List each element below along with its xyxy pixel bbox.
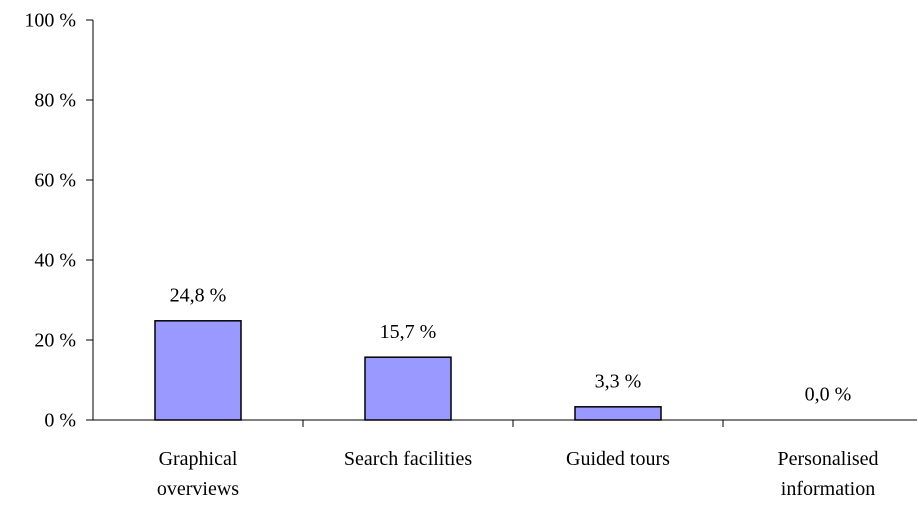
value-label: 24,8 %	[170, 284, 227, 306]
x-tick-label: Graphical overviews	[156, 448, 240, 500]
x-tick-label: Personalised information	[777, 448, 879, 500]
y-tick-label: 100 %	[24, 10, 76, 32]
bar	[364, 356, 452, 421]
value-label: 3,3 %	[595, 370, 642, 392]
y-tick-label: 0 %	[44, 410, 76, 432]
x-tick-label: Guided tours	[566, 448, 670, 470]
y-tick-label: 60 %	[34, 170, 76, 192]
bar	[154, 320, 242, 421]
value-label: 0,0 %	[805, 384, 852, 406]
y-tick-label: 20 %	[34, 330, 76, 352]
y-tick-label: 40 %	[34, 250, 76, 272]
y-tick-label: 80 %	[34, 90, 76, 112]
x-tick-label: Search facilities	[343, 448, 473, 470]
value-label: 15,7 %	[380, 321, 437, 343]
bar	[574, 406, 662, 421]
